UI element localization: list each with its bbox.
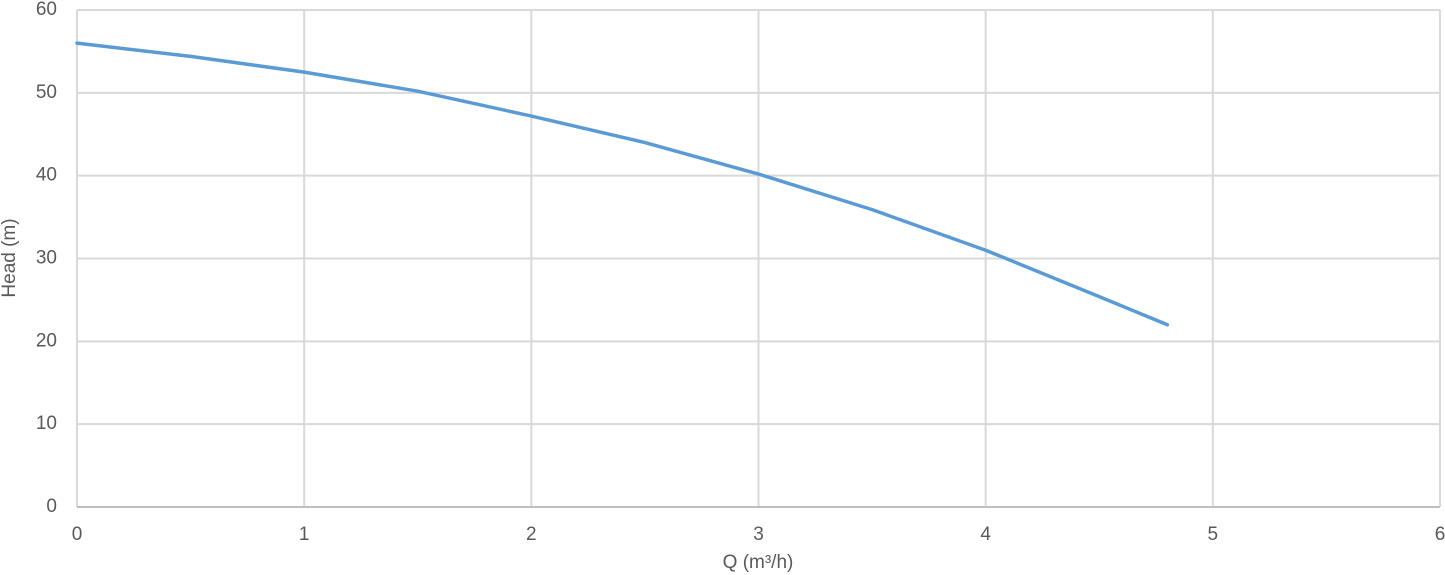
y-axis-title: Head (m): [0, 218, 20, 297]
x-tick-label: 4: [980, 524, 991, 545]
x-tick-label: 1: [299, 524, 310, 545]
x-tick-label: 0: [72, 524, 83, 545]
x-tick-label: 3: [753, 524, 764, 545]
y-tick-label: 10: [36, 413, 57, 434]
x-tick-label: 2: [526, 524, 537, 545]
data-line: [75, 41, 1170, 327]
y-tick-label: 60: [36, 0, 57, 20]
y-tick-label: 40: [36, 165, 57, 186]
y-tick-label: 30: [36, 248, 57, 269]
x-tick-label: 5: [1208, 524, 1219, 545]
y-tick-label: 20: [36, 330, 57, 351]
x-tick-label: 6: [1435, 524, 1445, 545]
y-tick-label: 0: [46, 496, 57, 517]
x-axis-title: Q (m³/h): [723, 552, 794, 573]
y-tick-label: 50: [36, 82, 57, 103]
